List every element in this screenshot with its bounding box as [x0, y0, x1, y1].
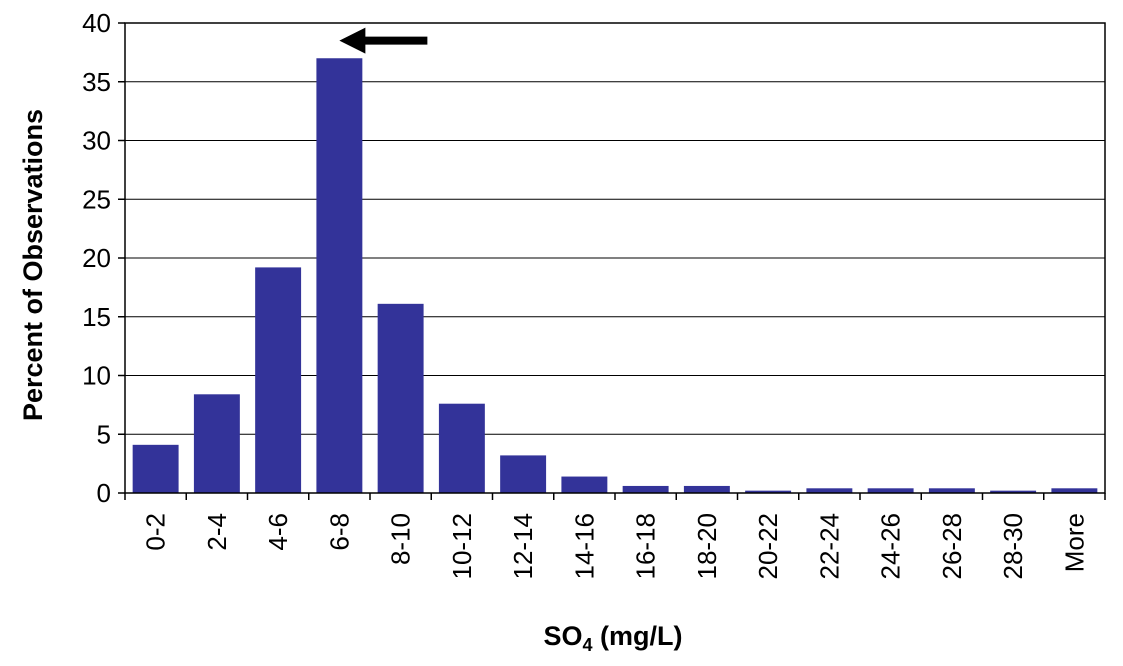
y-axis-ticks: 0 5 10 15 20 25 30 35 40 [82, 8, 125, 508]
x-tick-label-0-2: 0-2 [141, 513, 171, 551]
bar-2-4 [193, 394, 240, 493]
bar-10-12 [438, 403, 485, 493]
bar-18-20 [683, 485, 730, 493]
y-axis-title: Percent of Observations [18, 109, 48, 421]
bar-22-24 [806, 488, 853, 493]
y-tick-label-40: 40 [82, 8, 111, 38]
x-tick-label-28-30: 28-30 [998, 513, 1028, 580]
x-tick-label-24-26: 24-26 [876, 513, 906, 580]
x-tick-label-16-18: 16-18 [631, 513, 661, 580]
bar-0-2 [132, 444, 179, 493]
x-tick-label-18-20: 18-20 [692, 513, 722, 580]
x-axis-title-unit: (mg/L) [593, 621, 683, 651]
bar-14-16 [561, 476, 608, 493]
y-tick-label-15: 15 [82, 302, 111, 332]
x-axis-title-subscript: 4 [583, 635, 593, 655]
bar-26-28 [928, 488, 975, 493]
bar-12-14 [500, 455, 547, 493]
y-tick-label-35: 35 [82, 67, 111, 97]
x-axis-ticks: 0-2 2-4 4-6 6-8 8-10 10-12 12-14 14-16 16-18 18-2… [124, 493, 1106, 580]
bar-20-22 [745, 490, 792, 493]
annotation [339, 27, 428, 54]
y-tick-label-20: 20 [82, 243, 111, 273]
x-tick-label-26-28: 26-28 [937, 513, 967, 580]
x-tick-label-More: More [1059, 513, 1089, 572]
x-tick-label-20-22: 20-22 [753, 513, 783, 580]
y-tick-label-5: 5 [97, 419, 111, 449]
x-tick-label-12-14: 12-14 [508, 513, 538, 580]
bars [132, 58, 1098, 493]
x-tick-label-22-24: 22-24 [814, 513, 844, 580]
bar-6-8 [316, 58, 363, 493]
bar-28-30 [990, 490, 1037, 493]
x-tick-label-4-6: 4-6 [263, 513, 293, 551]
bar-16-18 [622, 485, 669, 493]
bar-More [1051, 488, 1098, 493]
x-tick-label-14-16: 14-16 [569, 513, 599, 580]
x-tick-label-10-12: 10-12 [447, 513, 477, 580]
x-axis-title-main: SO [543, 621, 582, 651]
bar-24-26 [867, 488, 914, 493]
y-tick-label-10: 10 [82, 361, 111, 391]
x-tick-label-2-4: 2-4 [202, 513, 232, 551]
y-tick-label-30: 30 [82, 126, 111, 156]
y-tick-label-0: 0 [97, 478, 111, 508]
bar-8-10 [377, 303, 424, 493]
bar-4-6 [255, 267, 302, 493]
y-tick-label-25: 25 [82, 184, 111, 214]
arrow-head-icon [339, 27, 366, 54]
x-tick-label-8-10: 8-10 [386, 513, 416, 565]
x-axis-title: SO4 (mg/L) [543, 621, 682, 655]
x-tick-label-6-8: 6-8 [324, 513, 354, 551]
